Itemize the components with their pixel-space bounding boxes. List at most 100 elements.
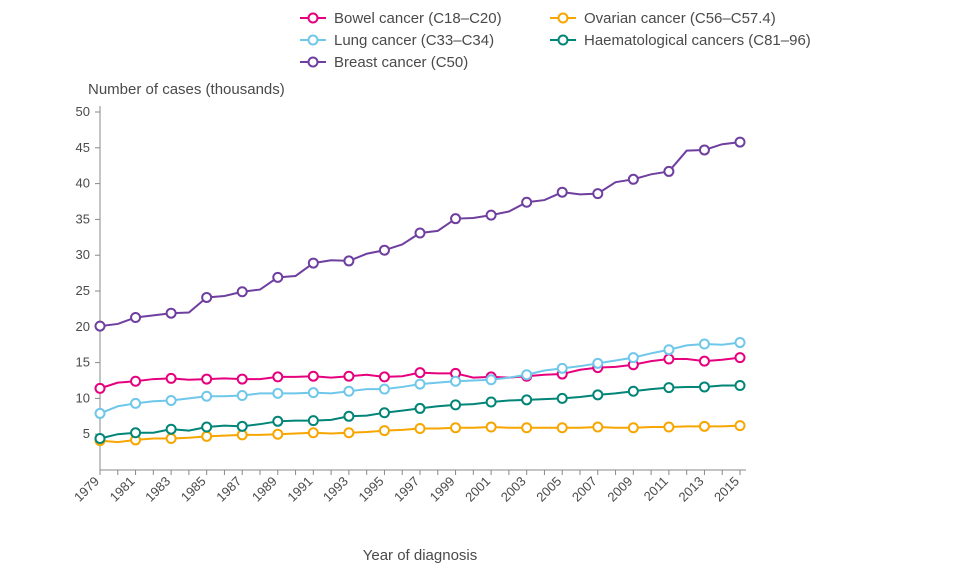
legend-marker-haematological <box>559 36 568 45</box>
series-marker-ovarian <box>522 423 531 432</box>
x-tick-label: 2013 <box>676 474 707 505</box>
series-marker-haematological <box>202 423 211 432</box>
series-marker-ovarian <box>736 421 745 430</box>
series-marker-haematological <box>309 416 318 425</box>
legend-label-breast: Breast cancer (C50) <box>334 54 468 71</box>
series-marker-lung <box>451 377 460 386</box>
series-marker-breast <box>238 287 247 296</box>
x-tick-label: 2005 <box>533 474 564 505</box>
series-marker-lung <box>416 380 425 389</box>
series-marker-ovarian <box>273 430 282 439</box>
series-marker-breast <box>167 309 176 318</box>
x-tick-label: 1997 <box>391 474 422 505</box>
series-marker-haematological <box>380 408 389 417</box>
series-marker-ovarian <box>700 422 709 431</box>
series-marker-breast <box>736 138 745 147</box>
series-marker-haematological <box>700 382 709 391</box>
series-marker-lung <box>273 389 282 398</box>
series-marker-bowel <box>273 372 282 381</box>
series-marker-lung <box>96 409 105 418</box>
series-marker-haematological <box>238 422 247 431</box>
series-marker-haematological <box>96 434 105 443</box>
series-marker-ovarian <box>558 423 567 432</box>
x-tick-label: 1993 <box>320 474 351 505</box>
y-tick-label: 20 <box>76 319 90 334</box>
legend-marker-breast <box>309 58 318 67</box>
series-marker-breast <box>451 214 460 223</box>
series-marker-bowel <box>309 372 318 381</box>
series-marker-haematological <box>593 390 602 399</box>
series-marker-bowel <box>664 355 673 364</box>
chart-svg: 5101520253035404550Number of cases (thou… <box>0 0 960 572</box>
series-marker-breast <box>664 167 673 176</box>
series-marker-lung <box>202 392 211 401</box>
series-marker-bowel <box>736 353 745 362</box>
series-marker-breast <box>344 256 353 265</box>
cancer-cases-line-chart: 5101520253035404550Number of cases (thou… <box>0 0 960 572</box>
legend-label-ovarian: Ovarian cancer (C56–C57.4) <box>584 10 776 27</box>
series-marker-lung <box>131 399 140 408</box>
series-marker-ovarian <box>664 423 673 432</box>
series-marker-ovarian <box>309 428 318 437</box>
series-marker-lung <box>238 391 247 400</box>
series-marker-bowel <box>380 372 389 381</box>
series-marker-lung <box>558 364 567 373</box>
series-marker-ovarian <box>380 426 389 435</box>
y-tick-label: 35 <box>76 211 90 226</box>
series-marker-lung <box>664 345 673 354</box>
series-marker-breast <box>487 211 496 220</box>
series-marker-ovarian <box>167 434 176 443</box>
series-marker-lung <box>309 388 318 397</box>
x-tick-label: 2007 <box>569 474 600 505</box>
series-marker-breast <box>380 246 389 255</box>
series-marker-haematological <box>273 417 282 426</box>
series-marker-ovarian <box>451 423 460 432</box>
series-marker-haematological <box>451 400 460 409</box>
series-marker-haematological <box>416 404 425 413</box>
x-tick-label: 1995 <box>356 474 387 505</box>
series-marker-breast <box>202 293 211 302</box>
series-marker-bowel <box>96 384 105 393</box>
series-marker-breast <box>309 259 318 268</box>
x-tick-label: 1983 <box>142 474 173 505</box>
series-marker-breast <box>593 189 602 198</box>
series-marker-bowel <box>131 377 140 386</box>
series-marker-ovarian <box>593 423 602 432</box>
series-marker-lung <box>629 353 638 362</box>
series-marker-haematological <box>344 412 353 421</box>
series-marker-bowel <box>202 375 211 384</box>
series-marker-haematological <box>558 394 567 403</box>
x-tick-label: 1999 <box>427 474 458 505</box>
x-tick-label: 1987 <box>213 474 244 505</box>
y-tick-label: 5 <box>83 426 90 441</box>
x-tick-label: 1985 <box>178 474 209 505</box>
series-marker-ovarian <box>487 423 496 432</box>
y-axis-title: Number of cases (thousands) <box>88 81 285 98</box>
series-marker-bowel <box>344 372 353 381</box>
series-marker-lung <box>700 339 709 348</box>
y-tick-label: 10 <box>76 390 90 405</box>
series-marker-haematological <box>487 397 496 406</box>
y-tick-label: 15 <box>76 355 90 370</box>
series-marker-lung <box>344 387 353 396</box>
series-marker-lung <box>593 359 602 368</box>
series-marker-breast <box>131 313 140 322</box>
series-marker-lung <box>487 375 496 384</box>
x-tick-label: 1989 <box>249 474 280 505</box>
series-marker-lung <box>736 338 745 347</box>
series-marker-bowel <box>700 357 709 366</box>
series-marker-ovarian <box>344 428 353 437</box>
x-tick-label: 2011 <box>641 474 671 504</box>
y-tick-label: 45 <box>76 140 90 155</box>
series-marker-haematological <box>736 381 745 390</box>
x-tick-label: 1991 <box>284 474 315 505</box>
series-marker-haematological <box>131 428 140 437</box>
series-marker-lung <box>167 396 176 405</box>
series-marker-haematological <box>167 425 176 434</box>
series-marker-haematological <box>664 383 673 392</box>
x-tick-label: 2003 <box>498 474 529 505</box>
series-marker-lung <box>522 370 531 379</box>
series-marker-breast <box>558 188 567 197</box>
legend-label-bowel: Bowel cancer (C18–C20) <box>334 10 502 27</box>
series-marker-ovarian <box>629 423 638 432</box>
